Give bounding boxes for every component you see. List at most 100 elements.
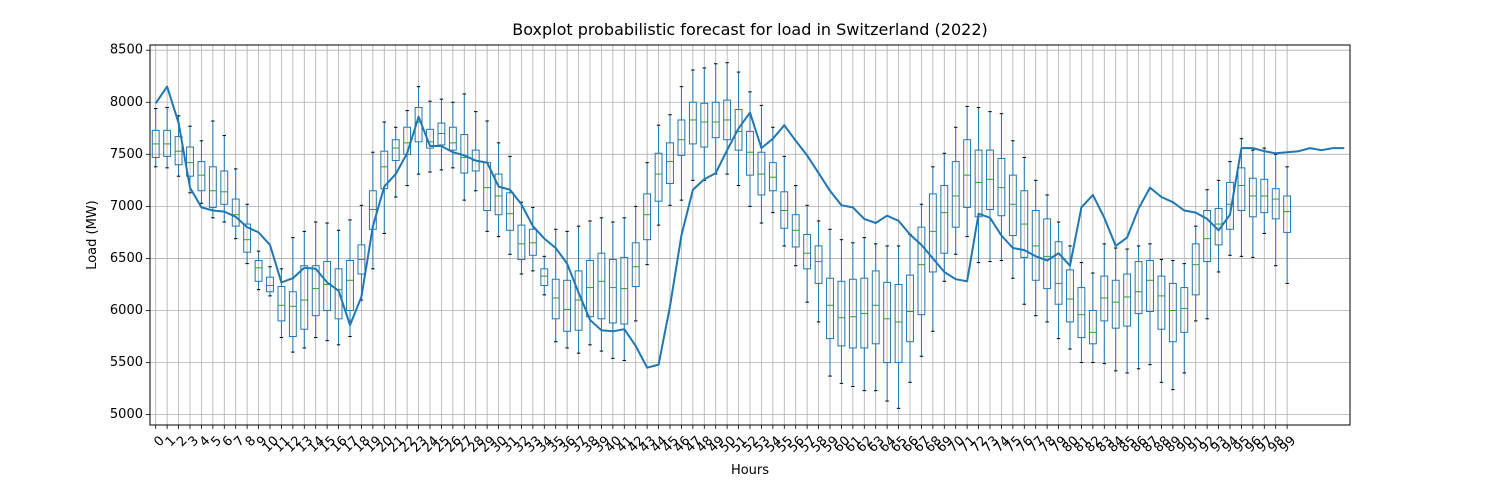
y-tick-label: 6000 (110, 303, 143, 318)
iqr-box (494, 173, 503, 216)
iqr-box (197, 161, 206, 192)
box-30 (494, 142, 503, 238)
iqr-box (528, 228, 537, 256)
box-35 (551, 228, 560, 343)
iqr-box (746, 130, 754, 176)
iqr-box (163, 129, 172, 157)
iqr-box (1088, 309, 1097, 345)
box-70 (951, 126, 960, 255)
iqr-box (1168, 282, 1177, 343)
y-tick-label: 5000 (110, 407, 143, 422)
iqr-box (757, 151, 766, 196)
box-33 (528, 206, 537, 272)
iqr-box (1077, 287, 1086, 339)
y-axis-label: Load (MW) (85, 200, 100, 270)
box-11 (277, 268, 286, 339)
iqr-box (997, 157, 1006, 217)
box-47 (688, 69, 697, 181)
iqr-box (300, 265, 309, 330)
box-72 (974, 106, 983, 264)
forecast-line-layer (154, 85, 1345, 369)
box-54 (768, 126, 777, 214)
iqr-box (1180, 287, 1189, 333)
box-71 (963, 105, 972, 238)
box-36 (563, 230, 572, 349)
iqr-box (231, 198, 240, 227)
box-90 (1180, 263, 1189, 374)
iqr-box (1008, 174, 1017, 237)
iqr-box (208, 166, 217, 208)
iqr-box (654, 152, 663, 202)
iqr-box (220, 170, 229, 205)
iqr-box (391, 139, 400, 162)
iqr-box (311, 265, 320, 317)
iqr-box (506, 192, 514, 231)
iqr-box (1123, 273, 1132, 327)
iqr-box (1283, 195, 1292, 233)
iqr-box (586, 260, 594, 318)
box-13 (300, 230, 309, 349)
iqr-box (894, 283, 903, 364)
y-tick-label: 7000 (110, 199, 143, 214)
iqr-box (1203, 210, 1212, 263)
iqr-box (277, 286, 286, 322)
iqr-box (1191, 243, 1200, 296)
iqr-box (288, 291, 297, 338)
box-69 (940, 152, 949, 282)
box-6 (220, 135, 229, 223)
iqr-box (940, 185, 949, 254)
box-49 (711, 63, 720, 175)
box-45 (666, 114, 674, 206)
iqr-box (334, 268, 343, 320)
box-42 (631, 205, 640, 322)
box-61 (848, 242, 857, 387)
iqr-box (1043, 218, 1052, 290)
box-4 (197, 140, 206, 204)
box-68 (928, 166, 937, 332)
box-55 (780, 155, 789, 247)
box-57 (803, 204, 812, 303)
iqr-box (780, 191, 789, 229)
box-75 (1008, 140, 1017, 279)
box-96 (1248, 149, 1257, 258)
iqr-box (540, 268, 549, 286)
iqr-box (883, 281, 892, 364)
box-31 (506, 155, 514, 255)
iqr-box (768, 162, 777, 192)
boxes (151, 62, 1292, 409)
series-line-0 (154, 85, 1345, 369)
box-60 (837, 239, 846, 384)
box-16 (334, 229, 343, 346)
box-39 (597, 217, 606, 352)
iqr-box (791, 214, 800, 248)
iqr-box (711, 101, 720, 139)
iqr-box (688, 101, 697, 145)
box-77 (1031, 179, 1040, 317)
box-65 (894, 245, 903, 409)
box-46 (677, 86, 686, 201)
iqr-box (346, 260, 354, 311)
iqr-box (631, 242, 640, 288)
box-48 (700, 67, 709, 181)
y-tick-label: 8000 (110, 95, 143, 110)
box-98 (1271, 153, 1280, 267)
iqr-box (666, 142, 674, 184)
iqr-box (608, 258, 617, 324)
box-25 (437, 98, 446, 171)
iqr-box (1226, 181, 1234, 230)
box-99 (1283, 166, 1292, 284)
iqr-box (1054, 241, 1063, 305)
box-83 (1100, 243, 1109, 365)
iqr-box (1134, 261, 1143, 315)
iqr-box (186, 146, 194, 177)
box-58 (814, 220, 823, 323)
box-88 (1157, 258, 1166, 383)
chart-title: Boxplot probabilistic forecast for load … (512, 20, 988, 39)
box-97 (1260, 147, 1269, 234)
box-94 (1226, 161, 1234, 256)
axis-ticks: 0123456789101112131415161718192021222324… (110, 43, 1299, 456)
iqr-box (860, 277, 869, 349)
iqr-box (906, 274, 914, 343)
box-80 (1066, 245, 1074, 350)
box-17 (346, 219, 354, 338)
